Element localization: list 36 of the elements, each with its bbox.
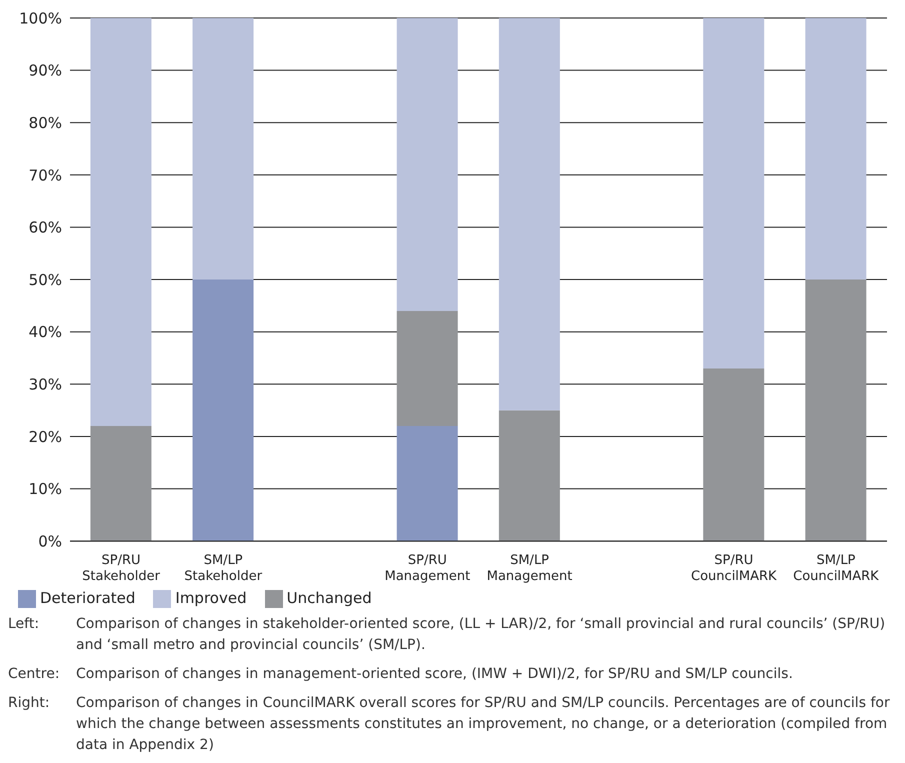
y-tick-label: 100% [19,9,62,28]
bar [396,426,458,542]
legend-label: Improved [175,589,247,608]
y-tick-label: 50% [28,270,62,289]
legend-label: Deteriorated [40,589,136,608]
y-tick-label: 40% [28,323,62,342]
bar [498,18,560,410]
x-tick-label: SM/LP Management [486,553,572,584]
legend-label: Unchanged [286,589,372,608]
bar [498,410,560,542]
x-tick-label: SP/RU CouncilMARK [691,553,778,584]
bar [90,18,152,426]
x-tick-label: SM/LP CouncilMARK [793,553,880,584]
x-tick-label: SP/RU Management [384,553,470,584]
y-tick-label: 80% [28,114,62,132]
text: Centre: Comparison of changes in management-oriented score, (IMW + DWI)/2, for SP/RU and SM/LP councils. [8,665,793,684]
y-tick-label: 20% [28,428,62,446]
bar [805,280,866,542]
text: Right: Comparison of changes in CouncilMARK overall scores for SP/RU and SM/LP councils. Percentages are of councils for which the change between assessments constitutes an improvement, no change, or a deterioration (compiled from data in Appendix 2) [8,695,890,753]
y-tick-label: 60% [28,218,62,237]
bar [396,18,458,311]
y-tick-label: 90% [28,62,62,80]
y-tick-label: 70% [28,166,62,184]
bar [805,18,866,280]
bar [703,18,764,368]
y-tick-label: 0% [38,532,62,550]
y-tick-label: 10% [28,480,62,498]
x-tick-label: SM/LP Stakeholder [184,553,263,584]
bar [192,280,254,542]
text: Left: Comparison of changes in stakeholder-oriented score, (LL + LAR)/2, for ‘small provincial and rural councils’ (SP/RU) and ‘small metro and provincial councils’ (SM/LP). [8,616,886,653]
bar [90,426,152,542]
x-tick-label: SP/RU Stakeholder [82,553,161,584]
bar [703,368,764,542]
bar [396,310,458,426]
y-tick-label: 30% [28,376,62,394]
bar [192,18,254,280]
